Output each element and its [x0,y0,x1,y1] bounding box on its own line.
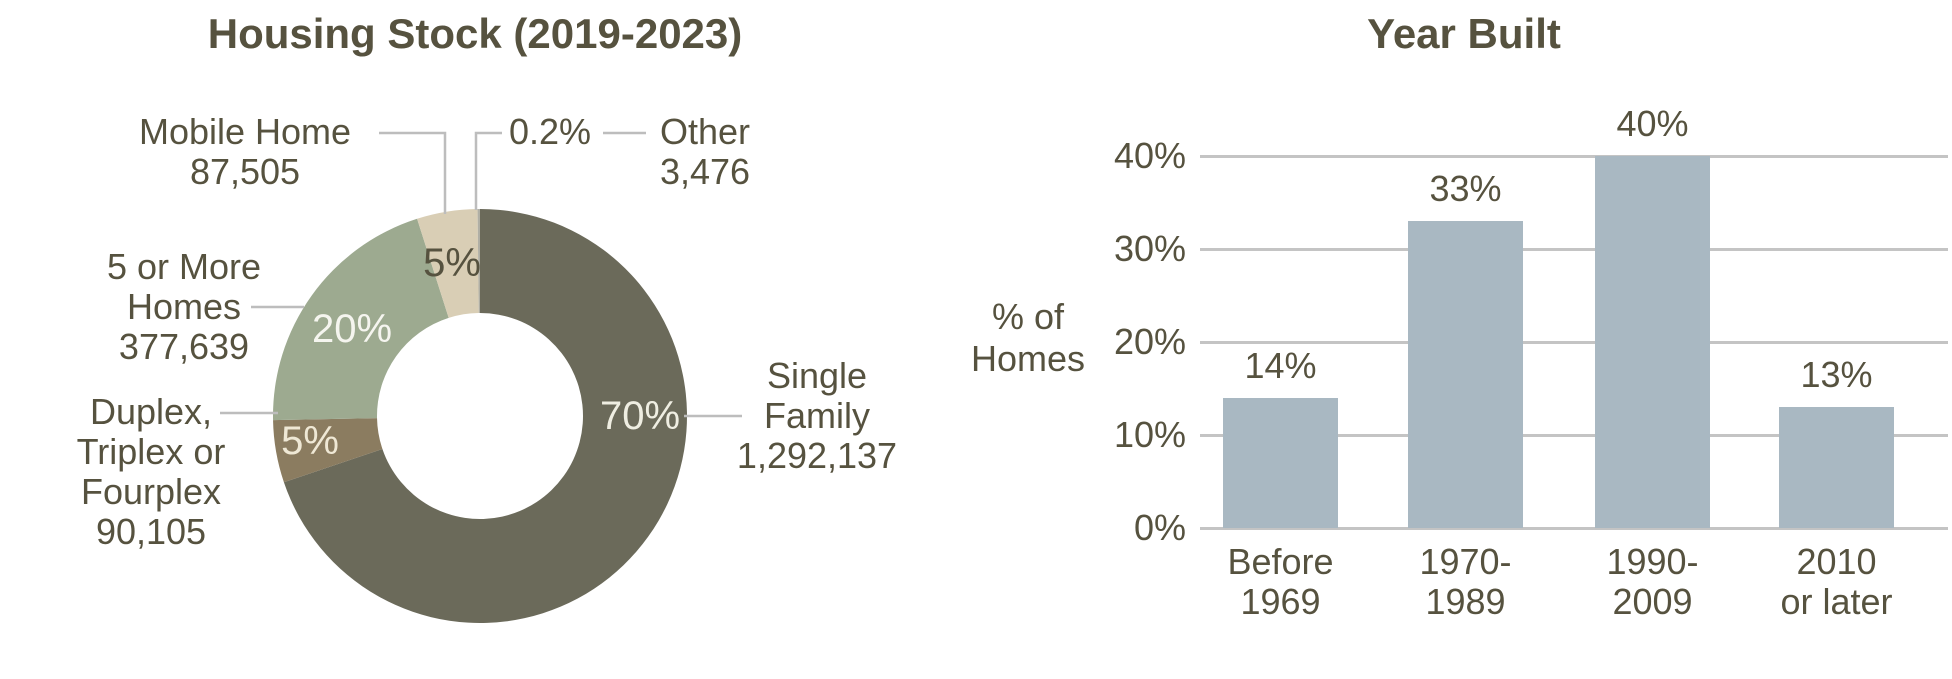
pie-label-other-percent: 0.2% [508,111,592,152]
bar-1 [1408,221,1523,528]
y-tick-label-10%: 10% [1113,414,1186,455]
donut-slice-1 [273,418,383,483]
pie-chart-title: Housing Stock (2019-2023) [207,10,743,57]
donut-slice-4 [477,209,480,314]
y-axis-title: % of Homes [970,296,1086,379]
x-axis-label-1: 1970- 1989 [1419,541,1512,622]
donut-slices [273,209,687,623]
slice-percent-5-or-more: 20% [311,307,393,351]
pie-label-5-or-more: 5 or More Homes 377,639 [106,246,262,367]
callout-line-mobile-home [379,131,447,214]
gridline-40% [1200,154,1948,158]
pie-label-single-family: Single Family 1,292,137 [736,355,898,476]
bar-value-label-1: 33% [1429,168,1502,210]
y-tick-label-30%: 30% [1113,228,1186,269]
donut-slice-0 [283,209,687,623]
y-tick-label-20%: 20% [1113,321,1186,362]
x-axis-label-3: 2010 or later [1780,541,1893,622]
bar-chart-title: Year Built [1367,10,1561,57]
bar-value-label-0: 14% [1244,344,1317,386]
bar-value-label-3: 13% [1800,354,1873,396]
callout-lines [220,131,742,418]
bar-3 [1779,407,1894,528]
donut-slice-2 [273,218,449,421]
gridline-10% [1200,433,1948,437]
x-axis-label-2: 1990- 2009 [1606,541,1699,622]
slice-percent-mobile-home: 5% [423,241,481,285]
donut-slice-3 [417,209,479,318]
pie-label-other: Other 3,476 [659,111,751,192]
gridline-20% [1200,340,1948,344]
gridline-30% [1200,247,1948,251]
bar-2 [1595,156,1710,528]
y-tick-label-40%: 40% [1113,135,1186,176]
bar-value-label-2: 40% [1616,103,1689,144]
bar-0 [1223,397,1338,528]
pie-label-mobile-home: Mobile Home 87,505 [138,111,352,192]
gridline-0% [1200,526,1948,530]
x-axis-label-0: Before 1969 [1227,541,1334,622]
pie-label-duplex: Duplex, Triplex or Fourplex 90,105 [76,391,226,552]
slice-percent-single-family: 70% [599,394,681,438]
y-tick-label-0%: 0% [1133,507,1186,548]
slice-percent-duplex: 5% [281,419,339,463]
callout-line-other-left [474,131,502,210]
